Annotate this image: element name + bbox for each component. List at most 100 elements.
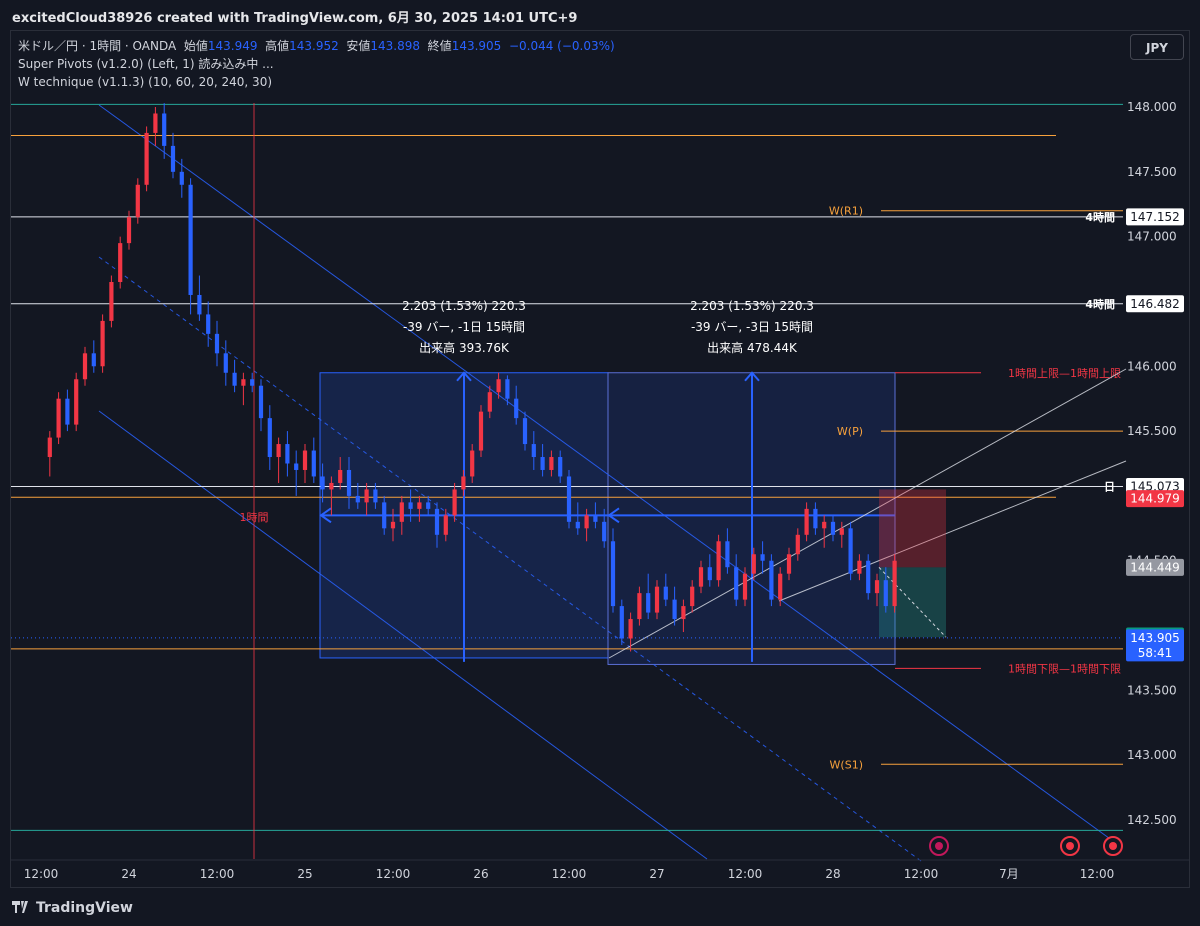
candle-body (522, 418, 528, 445)
candle-body (848, 528, 853, 574)
line-label-4: 4時間 (1085, 210, 1115, 224)
candle (302, 444, 308, 483)
candle (760, 541, 765, 574)
candle-body (250, 379, 255, 386)
candle (311, 437, 316, 483)
candle-body (593, 515, 598, 522)
candle (452, 482, 457, 522)
candle-body (487, 392, 492, 412)
candle-body (399, 502, 404, 522)
candle-body (584, 515, 589, 529)
candle-body (126, 217, 132, 244)
time-tick-label: 12:00 (24, 867, 59, 881)
currency-button[interactable]: JPY (1130, 34, 1184, 60)
chart-area[interactable]: W(R1) 4時間 4時間 W(P) 日 W(S1) 1時間 1時間上限—1時間上限 1時間下限… (10, 30, 1190, 888)
chart-legend: 米ドル／円 · 1時間 · OANDA 始値143.949 高値143.952 … (18, 37, 615, 91)
candle-body (170, 145, 176, 172)
candle-body (892, 560, 897, 607)
pivot-label-wp: W(P) (837, 425, 863, 438)
legend-indicator-w-technique[interactable]: W technique (v1.1.3) (10, 60, 20, 240, 3… (18, 75, 273, 89)
candle (822, 515, 827, 548)
candle-body (707, 567, 712, 581)
candle (206, 301, 211, 347)
alert-target-icon-1[interactable] (1060, 836, 1080, 856)
candle (241, 372, 246, 406)
candle-body (162, 113, 167, 146)
candle (100, 314, 105, 373)
candle (716, 534, 721, 587)
candle-body (663, 586, 668, 600)
candle (443, 508, 448, 542)
measure-text-2-1: 2.203 (1.53%) 220.3 (690, 299, 814, 313)
candle-body (514, 398, 519, 419)
candle (637, 586, 642, 626)
candle-body (566, 476, 572, 522)
price-badge-144-979 (1126, 490, 1184, 508)
time-tick-label: 12:00 (376, 867, 411, 881)
time-tick-label: 24 (121, 867, 136, 881)
candle-body (100, 320, 105, 367)
legend-ohlc: 米ドル／円 · 1時間 · OANDA 始値143.949 高値143.952 … (18, 37, 615, 55)
candle-body (434, 508, 440, 535)
credit-text: excitedCloud38926 created with TradingVi… (12, 11, 578, 26)
candle (804, 502, 809, 542)
time-tick-label: 12:00 (728, 867, 763, 881)
candle (91, 340, 96, 373)
candle (646, 573, 651, 620)
measure-text-1-3: 出来高 393.76K (419, 340, 510, 355)
candle-body (602, 521, 607, 542)
candle-body (549, 457, 554, 470)
candles (47, 103, 897, 652)
candle-body (857, 560, 862, 574)
tradingview-brand[interactable]: TradingView (12, 900, 133, 916)
candle-body (118, 243, 123, 283)
candle-body (681, 606, 686, 620)
price-tick-label: 143.500 (1127, 683, 1177, 697)
candle (267, 405, 272, 470)
candle-body (654, 586, 660, 613)
candle (830, 515, 836, 542)
candle (126, 210, 132, 250)
candle (188, 178, 193, 315)
price-badge-text: 143.905 (1130, 631, 1180, 645)
candle-body (364, 489, 369, 503)
candle (355, 482, 360, 509)
pivot-label-ws1: W(S1) (830, 758, 863, 771)
candle (162, 103, 167, 159)
measure-arrowhead-v-1 (456, 371, 472, 382)
candle (223, 340, 228, 386)
candle (179, 158, 184, 198)
candle (329, 476, 334, 516)
candle (892, 554, 897, 613)
candle-body (452, 489, 457, 516)
candle-body (417, 502, 422, 509)
candle-body (214, 333, 220, 354)
flash-alert-icon[interactable] (929, 836, 949, 856)
candle (549, 450, 554, 477)
price-badge-143-905 (1126, 629, 1184, 662)
price-badge-text: 146.482 (1130, 297, 1180, 311)
candle-body (619, 606, 624, 639)
channel-line-3 (98, 410, 708, 860)
legend-low-label: 安値 (346, 39, 371, 53)
candle-body (188, 184, 193, 295)
candle-body (866, 560, 871, 594)
line-label-7: 日 (1104, 480, 1115, 493)
brand-label: TradingView (36, 900, 133, 916)
alert-target-icon-2[interactable] (1103, 836, 1123, 856)
candle (866, 554, 871, 600)
candle-body (478, 411, 484, 451)
price-tick-label: 145.500 (1127, 424, 1177, 438)
time-tick-label: 12:00 (1080, 867, 1115, 881)
price-chart[interactable]: W(R1) 4時間 4時間 W(P) 日 W(S1) 1時間 1時間上限—1時間上限 1時間下限… (11, 31, 1189, 887)
candle (496, 372, 501, 399)
candle (540, 444, 545, 477)
candle-body (769, 560, 774, 600)
candle (690, 580, 695, 613)
time-tick-label: 27 (649, 867, 664, 881)
candle-body (320, 476, 325, 490)
measure-arrowhead-2 (607, 507, 620, 524)
candle-body (153, 113, 158, 133)
legend-symbol[interactable]: 米ドル／円 · 1時間 · OANDA (18, 39, 177, 53)
legend-indicator-super-pivots[interactable]: Super Pivots (v1.2.0) (Left, 1) 読み込み中 ..… (18, 57, 274, 71)
